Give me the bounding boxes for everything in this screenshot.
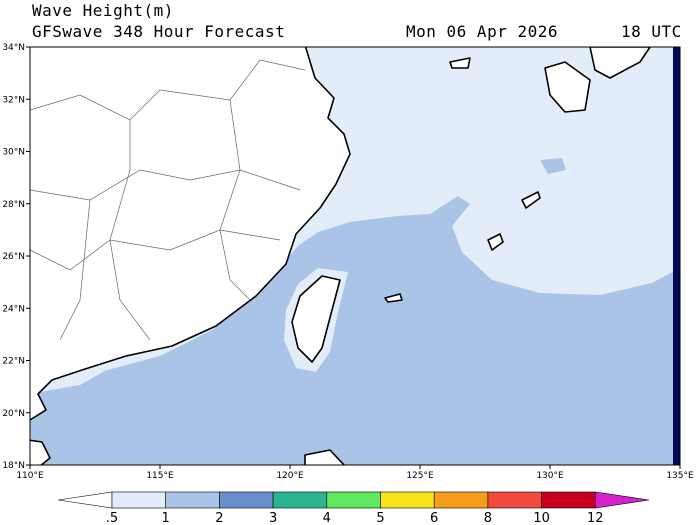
lat-label: 28°N: [2, 200, 25, 210]
map-area: [30, 47, 680, 465]
colorbar-label: 6: [430, 511, 438, 525]
colorbar-label: .5: [106, 511, 118, 525]
lat-label: 32°N: [2, 95, 25, 105]
colorbar-label: 8: [484, 511, 492, 525]
lon-label: 120°E: [276, 471, 304, 481]
lon-label: 115°E: [146, 471, 174, 481]
lon-label: 135°E: [666, 471, 694, 481]
date: Mon 06 Apr 2026: [406, 22, 558, 41]
korea-island: [449, 57, 471, 69]
yaeyama: [384, 293, 403, 303]
honshu: [589, 47, 651, 79]
lon-label: 130°E: [536, 471, 564, 481]
subtitle: GFSwave 348 Hour Forecast: [32, 22, 285, 41]
colorbar-label: 4: [323, 511, 331, 525]
lat-label: 30°N: [2, 148, 25, 158]
colorbar-box: [272, 491, 328, 509]
time: 18 UTC: [621, 22, 682, 41]
colorbar-label: 12: [587, 511, 604, 525]
colorbar-box: [326, 491, 381, 509]
colorbar-label: 5: [376, 511, 384, 525]
lat-label: 24°N: [2, 304, 25, 314]
sea-patch: [540, 158, 566, 174]
province-borders: [30, 59, 306, 341]
taiwan: [291, 275, 341, 363]
luzon-north: [304, 449, 346, 465]
lat-label: 20°N: [2, 409, 25, 419]
colorbar-label: 1: [162, 511, 170, 525]
lon-label: 125°E: [406, 471, 434, 481]
lat-label: 34°N: [2, 43, 25, 53]
kyushu: [544, 61, 591, 113]
lat-label: 18°N: [2, 461, 25, 471]
lat-label: 26°N: [2, 252, 25, 262]
colorbar-label: 10: [533, 511, 550, 525]
edge-band: [673, 47, 680, 465]
colorbar-box: [165, 491, 220, 509]
colorbar-box: [433, 491, 489, 509]
lat-label: 22°N: [2, 357, 25, 367]
lon-label: 110°E: [16, 471, 44, 481]
colorbar-label: 2: [215, 511, 223, 525]
title: Wave Height(m): [32, 1, 174, 20]
colorbar-box: [541, 491, 596, 509]
colorbar-box: [380, 491, 435, 509]
colorbar-box: [111, 491, 167, 509]
colorbar: .5 1 2 3 4 5 6 8 10 12: [58, 491, 650, 525]
mainland: [30, 47, 351, 421]
colorbar-label: 3: [269, 511, 277, 525]
colorbar-low: [58, 491, 113, 509]
okinawa: [487, 233, 504, 251]
hainan: [30, 439, 51, 465]
ticks: 18°N 20°N 22°N 24°N 26°N 28°N 30°N 32°N 34°N 110°…: [2, 43, 694, 481]
colorbar-box: [219, 491, 274, 509]
amami: [521, 191, 541, 209]
colorbar-high: [594, 491, 650, 509]
colorbar-box: [487, 491, 542, 509]
